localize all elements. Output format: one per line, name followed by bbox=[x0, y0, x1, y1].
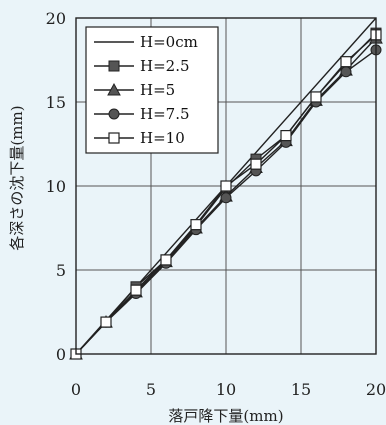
legend-marker bbox=[108, 108, 120, 120]
x-tick-label: 0 bbox=[71, 380, 81, 399]
data-point bbox=[340, 66, 352, 78]
legend-label: H=0cm bbox=[140, 33, 198, 51]
data-point bbox=[280, 130, 292, 142]
y-tick-label: 20 bbox=[46, 9, 66, 28]
legend-label: H=5 bbox=[140, 81, 175, 99]
y-tick-label: 5 bbox=[56, 261, 66, 280]
legend-marker bbox=[108, 132, 120, 144]
legend-marker bbox=[107, 82, 121, 96]
x-axis-label: 落戸降下量(mm) bbox=[168, 407, 283, 425]
legend-entry: H=10 bbox=[94, 129, 185, 147]
legend-label: H=2.5 bbox=[140, 57, 190, 75]
y-tick-label: 0 bbox=[56, 345, 66, 364]
data-point bbox=[220, 180, 232, 192]
x-tick-label: 5 bbox=[146, 380, 156, 399]
series-layer bbox=[69, 17, 383, 360]
data-point bbox=[220, 192, 232, 204]
legend: H=0cm H=2.5 H=5 H=7.5 H=10 bbox=[85, 26, 219, 154]
data-point bbox=[160, 254, 172, 266]
plot-frame bbox=[75, 17, 377, 355]
y-tick-label: 10 bbox=[46, 177, 66, 196]
x-tick-label: 15 bbox=[291, 380, 311, 399]
legend-entry: H=5 bbox=[94, 81, 175, 99]
y-axis-label: 各深さの沈下量(mm) bbox=[8, 105, 26, 250]
data-point bbox=[250, 158, 262, 170]
data-point bbox=[190, 219, 202, 231]
legend-entry: H=7.5 bbox=[94, 105, 190, 123]
legend-entry: H=0cm bbox=[94, 33, 198, 51]
legend-marker bbox=[108, 60, 120, 72]
x-tick-label: 20 bbox=[366, 380, 386, 399]
data-point bbox=[310, 91, 322, 103]
legend-label: H=10 bbox=[140, 129, 185, 147]
data-point bbox=[130, 284, 142, 296]
axis-layer: 0 5 10 15 20 0 5 10 15 20 bbox=[46, 9, 386, 399]
x-tick-label: 10 bbox=[216, 380, 236, 399]
y-tick-label: 15 bbox=[46, 93, 66, 112]
data-point bbox=[340, 56, 352, 68]
legend-entry: H=2.5 bbox=[94, 57, 190, 75]
legend-label: H=7.5 bbox=[140, 105, 190, 123]
data-point bbox=[100, 316, 112, 328]
